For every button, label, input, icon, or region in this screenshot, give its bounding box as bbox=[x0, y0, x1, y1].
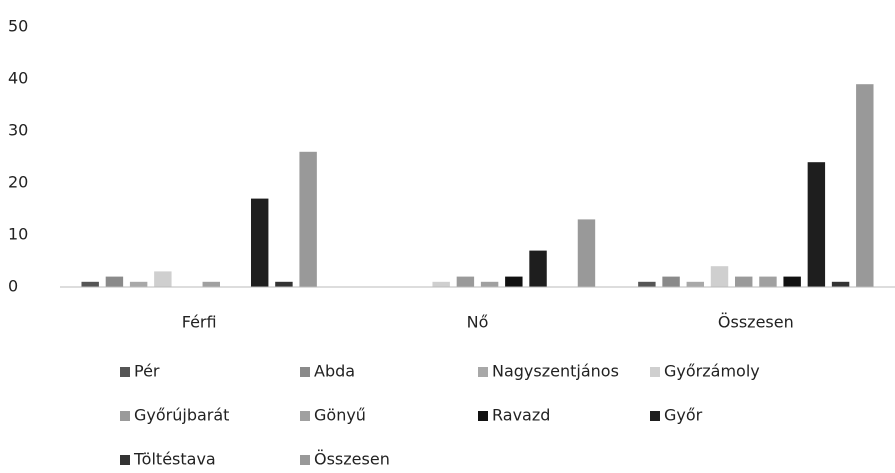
legend-label: Töltéstava bbox=[133, 450, 216, 469]
legend-label: Összesen bbox=[314, 450, 390, 469]
bar bbox=[505, 276, 523, 287]
legend-label: Gönyű bbox=[314, 406, 366, 425]
legend-label: Ravazd bbox=[492, 406, 550, 425]
legend-swatch bbox=[120, 367, 130, 377]
legend-label: Győrzámoly bbox=[664, 362, 760, 381]
y-tick-label: 0 bbox=[8, 277, 18, 296]
legend-label: Pér bbox=[134, 362, 160, 381]
bar bbox=[129, 281, 148, 287]
bar bbox=[710, 266, 729, 287]
bar bbox=[299, 151, 317, 287]
bar bbox=[529, 250, 547, 287]
legend-swatch bbox=[478, 367, 488, 377]
legend-swatch bbox=[300, 455, 310, 465]
legend-swatch bbox=[650, 411, 660, 421]
legend-swatch bbox=[300, 367, 310, 377]
bar bbox=[154, 271, 172, 287]
y-tick-label: 30 bbox=[8, 121, 28, 140]
legend-label: Abda bbox=[314, 362, 355, 381]
bar bbox=[759, 276, 777, 287]
x-tick-label: Férfi bbox=[182, 313, 217, 332]
y-tick-label: 10 bbox=[8, 225, 28, 244]
legend-swatch bbox=[300, 411, 310, 421]
bar bbox=[250, 198, 269, 287]
bar bbox=[856, 84, 874, 287]
legend-label: Győrújbarát bbox=[134, 406, 229, 425]
bar bbox=[81, 281, 99, 287]
legend-swatch bbox=[120, 411, 130, 421]
bar bbox=[638, 281, 656, 287]
bar bbox=[202, 281, 220, 287]
x-tick-label: Nő bbox=[467, 313, 489, 332]
bar bbox=[807, 162, 826, 287]
y-tick-label: 50 bbox=[8, 17, 28, 36]
bar bbox=[783, 276, 801, 287]
bar bbox=[105, 276, 124, 287]
y-tick-label: 40 bbox=[8, 69, 28, 88]
bar bbox=[831, 281, 850, 287]
y-tick-label: 20 bbox=[8, 173, 28, 192]
bar bbox=[735, 276, 753, 287]
legend-swatch bbox=[478, 411, 488, 421]
bar bbox=[686, 281, 705, 287]
legend-label: Nagyszentjános bbox=[492, 362, 619, 381]
legend-swatch bbox=[120, 455, 130, 465]
bar bbox=[275, 281, 293, 287]
bar bbox=[480, 281, 499, 287]
bar bbox=[662, 276, 680, 287]
bar bbox=[432, 281, 450, 287]
legend-label: Győr bbox=[664, 406, 703, 425]
x-tick-label: Összesen bbox=[718, 313, 794, 332]
bar bbox=[577, 219, 596, 287]
bar bbox=[456, 276, 475, 287]
legend-swatch bbox=[650, 367, 660, 377]
